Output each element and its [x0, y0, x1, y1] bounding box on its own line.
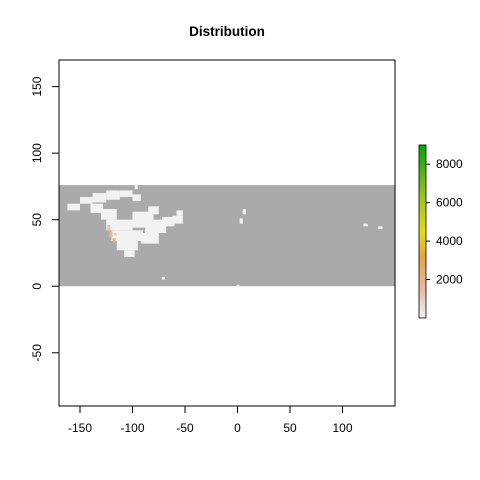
x-axis: -150 -100 -50 0 50 100	[68, 405, 353, 435]
y-tick-label: 150	[30, 76, 44, 96]
presence-cell	[239, 218, 243, 224]
presence-cell	[140, 233, 159, 244]
presence-cell	[236, 284, 240, 287]
presence-cell	[148, 206, 159, 215]
presence-cell	[242, 209, 246, 215]
y-axis: -50 0 50 100 150	[30, 76, 60, 362]
presence-cell	[80, 197, 93, 204]
y-tick-label: 50	[30, 213, 44, 227]
presence-cell	[134, 185, 138, 190]
presence-cell	[106, 190, 120, 200]
y-tick-label: -50	[30, 344, 44, 362]
legend-tick-label: 8000	[436, 157, 463, 171]
color-legend: 2000 4000 6000 8000	[418, 144, 463, 319]
x-tick-label: 50	[283, 421, 297, 435]
x-tick-label: -50	[176, 421, 194, 435]
hotspot-cell	[112, 238, 116, 243]
x-tick-label: 0	[234, 421, 241, 435]
y-tick-label: 100	[30, 143, 44, 163]
presence-cell	[90, 203, 104, 214]
presence-cell	[116, 240, 138, 251]
x-tick-label: -100	[120, 421, 144, 435]
presence-cell	[67, 203, 80, 211]
legend-colorbar	[418, 144, 427, 319]
legend-tick-label: 6000	[436, 196, 463, 210]
presence-cell	[101, 209, 117, 220]
chart-title: Distribution	[189, 24, 265, 39]
presence-cell	[106, 219, 133, 231]
legend-tick-label: 4000	[436, 234, 463, 248]
presence-cell	[161, 217, 175, 227]
presence-cell	[132, 194, 141, 202]
presence-cell	[378, 226, 383, 230]
x-tick-label: 100	[332, 421, 352, 435]
presence-cell	[172, 215, 183, 224]
presence-cell	[111, 230, 143, 241]
presence-cell	[176, 210, 183, 216]
presence-cell	[124, 250, 135, 257]
presence-cell	[161, 276, 166, 280]
presence-cell	[363, 223, 368, 227]
legend-tick-label: 2000	[436, 273, 463, 287]
y-tick-label: 0	[30, 283, 44, 290]
hotspot-cell	[109, 231, 113, 237]
map-raster	[59, 185, 395, 287]
x-tick-label: -150	[68, 421, 92, 435]
hotspot-cell	[113, 233, 117, 236]
presence-cell	[119, 190, 133, 198]
presence-cell	[145, 219, 167, 233]
hotspot-cell	[107, 225, 111, 231]
presence-cell	[92, 193, 107, 203]
